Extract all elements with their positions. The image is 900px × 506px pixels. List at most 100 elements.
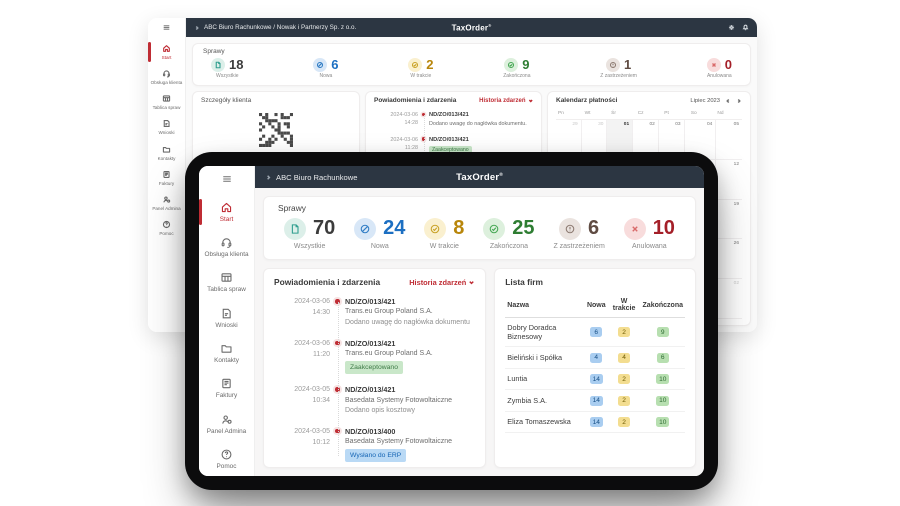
sidebar-item-tablica-spraw[interactable]: Tablica spraw xyxy=(148,94,185,110)
stat-anulowana: 10 Anulowana xyxy=(623,217,675,250)
sidebar-item-pomoc[interactable]: Pomoc xyxy=(199,448,254,470)
event-date: 2024-03-06 11:28 xyxy=(390,136,418,151)
company-name: Eliza Tomaszewska xyxy=(505,411,585,433)
sidebar-item-panel-admina[interactable]: Panel Admina xyxy=(148,195,185,211)
invoice-icon xyxy=(220,377,233,390)
event-document-number: ND/ZO/013/421 xyxy=(345,297,396,306)
cases-title: Sprawy xyxy=(278,203,306,213)
stat-wszystkie: 18 Wszystkie xyxy=(211,57,243,79)
company-count-cell: 4 xyxy=(584,346,608,369)
calendar-day-cell[interactable]: 19 xyxy=(716,200,742,240)
slashCircle-icon xyxy=(354,217,377,240)
calendar-day-number: 04 xyxy=(706,122,713,127)
calendar-prev-icon[interactable] xyxy=(725,98,731,104)
company-row[interactable]: Bieliński i Spółka 4 4 6 xyxy=(505,346,685,369)
stat-label: Z zastrzeżeniem xyxy=(600,73,637,79)
sidebar-item-obsluga-klienta[interactable]: Obsługa klienta xyxy=(199,236,254,258)
notifications-bell-icon[interactable] xyxy=(742,24,749,31)
help-icon xyxy=(220,448,233,461)
event-document-number: ND/ZO/013/421 xyxy=(345,338,396,348)
back-header: ABC Biuro Rachunkowe / Nowak i Partnerzy… xyxy=(186,18,757,37)
sidebar-item-faktury[interactable]: Faktury xyxy=(148,170,185,186)
company-name: Luntia xyxy=(505,368,585,390)
calendar-next-icon[interactable] xyxy=(736,98,742,104)
client-details-title: Szczegóły klienta xyxy=(201,97,252,104)
sidebar-item-label: Faktury xyxy=(215,392,238,400)
event-item[interactable]: 2024-03-06 14:30 ND/ZO/013/421 Trans.eu Gro… xyxy=(274,297,475,328)
settings-gear-icon[interactable] xyxy=(728,24,735,31)
sidebar-item-tablica-spraw[interactable]: Tablica spraw xyxy=(199,271,254,293)
company-row[interactable]: Eliza Tomaszewska 14 2 10 xyxy=(505,411,685,433)
calendar-day-cell[interactable]: 26 xyxy=(716,239,742,280)
headset-icon xyxy=(220,236,233,249)
calendar-day-cell[interactable]: 12 xyxy=(716,160,742,200)
company-count-cell: 14 xyxy=(584,411,608,433)
stat-label: Anulowana xyxy=(706,73,732,79)
stat-nowa: 24 Nowa xyxy=(354,217,405,250)
count-badge: 2 xyxy=(618,417,631,427)
event-item[interactable]: 2024-03-06 11:20 ND/ZO/013/421 Trans.eu Gro… xyxy=(274,338,475,375)
sidebar-item-pomoc[interactable]: Pomoc xyxy=(148,220,185,236)
notifications-header: Powiadomienia i zdarzenia Historia zdarz… xyxy=(374,97,533,104)
stat-value: 10 xyxy=(652,217,675,239)
event-text-line: Trans.eu Group Poland S.A. xyxy=(345,350,433,358)
company-row[interactable]: Luntia 14 2 10 xyxy=(505,368,685,390)
company-row[interactable]: Zymbia S.A. 14 2 10 xyxy=(505,389,685,412)
sidebar-item-wnioski[interactable]: Wnioski xyxy=(148,119,185,135)
column-header-nowa: Nowa xyxy=(584,295,608,318)
sidebar-item-faktury[interactable]: Faktury xyxy=(199,377,254,399)
stat-label: Zakończona xyxy=(503,73,531,79)
checkCircle-icon xyxy=(424,217,447,240)
notifications-title: Powiadomienia i zdarzenia xyxy=(374,97,457,104)
breadcrumb[interactable]: ABC Biuro Rachunkowe / Nowak i Partnerzy… xyxy=(194,24,356,31)
stat-value: 24 xyxy=(383,217,406,239)
checkCircle-icon xyxy=(408,57,423,72)
history-link[interactable]: Historia zdarzeń xyxy=(479,98,533,104)
calendar-nav: Lipiec 2023 xyxy=(690,98,742,104)
count-badge: 6 xyxy=(656,352,669,363)
event-item[interactable]: 2024-03-06 14:28 ND/ZO/013/421 Dodano uwagę… xyxy=(374,111,533,128)
hamburger-menu-icon[interactable] xyxy=(221,173,233,185)
xmark-icon xyxy=(706,57,721,72)
sidebar-item-label: Kontakty xyxy=(157,155,176,161)
sidebar-item-label: Panel Admina xyxy=(152,206,181,212)
header-actions xyxy=(728,24,749,31)
notifications-title: Powiadomienia i zdarzenia xyxy=(274,277,381,287)
stat-label: Z zastrzeżeniem xyxy=(553,243,605,250)
calendar-day-number: 05 xyxy=(733,122,739,127)
company-name: Dobry Doradca Biznesowy xyxy=(505,317,585,347)
event-dot-icon xyxy=(335,340,340,346)
stat-value: 2 xyxy=(426,57,434,72)
admin-icon xyxy=(162,195,171,204)
stat-anulowana: 0 Anulowana xyxy=(706,57,732,79)
sidebar-item-kontakty[interactable]: Kontakty xyxy=(199,342,254,364)
stat-value: 18 xyxy=(229,57,244,72)
event-document-number: ND/ZO/013/421 xyxy=(429,112,469,118)
sidebar-item-start[interactable]: Start xyxy=(199,198,254,226)
sidebar-item-obsluga-klienta[interactable]: Obsługa klienta xyxy=(148,69,185,85)
sidebar-item-wnioski[interactable]: Wnioski xyxy=(199,307,254,329)
app-logo: TaxOrder® xyxy=(451,22,492,33)
sidebar-item-start[interactable]: Start xyxy=(148,41,185,63)
hamburger-menu-icon[interactable] xyxy=(162,23,171,32)
board-icon xyxy=(220,271,233,284)
companies-header-row: Nazwa Nowa W trakcie Zakończona xyxy=(505,295,685,318)
help-icon xyxy=(162,220,171,229)
stat-nowa: 6 Nowa xyxy=(313,57,338,79)
tablet-breadcrumb[interactable]: ABC Biuro Rachunkowe xyxy=(265,173,357,182)
sidebar-item-kontakty[interactable]: Kontakty xyxy=(148,145,185,161)
company-row[interactable]: Dobry Doradca Biznesowy 6 2 9 xyxy=(505,317,685,347)
history-link[interactable]: Historia zdarzeń xyxy=(409,278,475,287)
company-count-cell: 2 xyxy=(607,317,641,347)
event-item[interactable]: 2024-03-05 10:12 ND/ZO/013/400 Basedata Sys… xyxy=(274,427,475,463)
calendar-day-number: 29 xyxy=(572,122,578,127)
sidebar-item-panel-admina[interactable]: Panel Admina xyxy=(199,413,254,435)
event-text-line: Dodano uwagę do nagłówka dokumentu xyxy=(345,318,470,326)
tablet-content: Sprawy 70 Wszystkie 24 Nowa 8 W trakcie 25 Zako… xyxy=(255,188,704,476)
calendar-day-cell[interactable]: 05 xyxy=(716,120,742,160)
calendar-day-cell[interactable]: 02 xyxy=(716,279,742,319)
stat-label: W trakcie xyxy=(410,73,432,79)
sidebar-item-label: Tablica spraw xyxy=(207,286,246,294)
chevron-down-icon xyxy=(468,279,475,286)
event-item[interactable]: 2024-03-05 10:34 ND/ZO/013/421 Basedata Sys… xyxy=(274,385,475,416)
